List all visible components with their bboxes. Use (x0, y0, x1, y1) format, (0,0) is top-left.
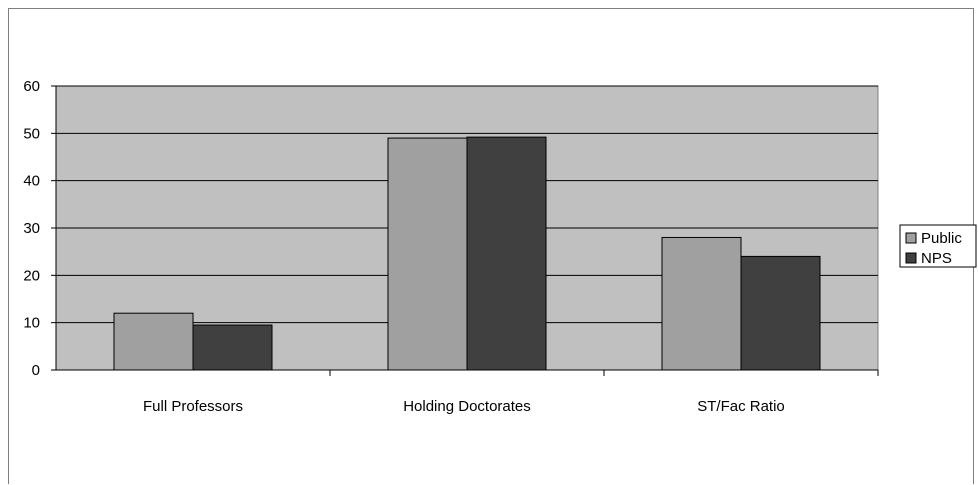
legend-label-public: Public (921, 230, 962, 247)
y-tick-label: 10 (23, 315, 40, 332)
bar-public-2 (661, 236, 742, 371)
bar-public-0 (113, 312, 194, 371)
bar-nps-1 (466, 136, 547, 371)
y-tick-label: 40 (23, 173, 40, 190)
bar-nps-0 (192, 324, 273, 371)
y-tick-label: 0 (32, 362, 40, 379)
bar-public-1 (387, 137, 468, 371)
y-tick-label: 20 (23, 267, 40, 284)
y-tick-label: 30 (23, 220, 40, 237)
x-category-label: Full Professors (143, 398, 243, 415)
x-category-label: Holding Doctorates (403, 398, 531, 415)
x-category-label: ST/Fac Ratio (697, 398, 785, 415)
legend-swatch-nps (905, 252, 917, 264)
y-tick-label: 50 (23, 125, 40, 142)
bars (113, 136, 821, 371)
y-tick-label: 60 (23, 78, 40, 95)
legend-label-nps: NPS (921, 250, 952, 267)
axes: 0 10 20 30 40 50 60 Full Professors Holding Doct… (23, 78, 879, 415)
bar-nps-2 (740, 255, 821, 371)
legend: Public NPS (899, 224, 977, 268)
legend-swatch-public (905, 232, 917, 244)
